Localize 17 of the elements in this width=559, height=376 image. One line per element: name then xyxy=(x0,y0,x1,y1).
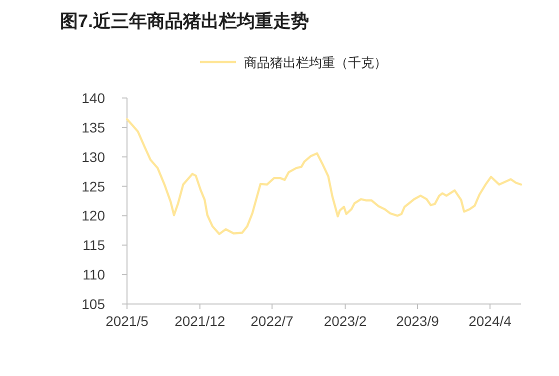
y-tick-label: 110 xyxy=(82,266,106,283)
y-tick-label: 120 xyxy=(82,208,106,224)
x-tick-label: 2023/9 xyxy=(396,313,440,329)
x-tick-label: 2024/4 xyxy=(468,313,512,329)
y-tick-label: 115 xyxy=(82,237,106,254)
y-tick-label: 125 xyxy=(82,178,106,194)
x-tick-label: 2022/7 xyxy=(250,313,294,329)
legend-label: 商品猪出栏均重（千克） xyxy=(244,55,387,70)
title: 图7.近三年商品猪出栏均重走势 xyxy=(60,11,310,31)
x-tick-label: 2021/5 xyxy=(106,313,149,329)
legend: 商品猪出栏均重（千克） xyxy=(200,55,387,70)
y-tick-label: 130 xyxy=(82,148,106,165)
y-tick-label: 140 xyxy=(82,90,106,106)
y-tick-label: 135 xyxy=(82,119,106,136)
x-tick-label: 2021/12 xyxy=(174,313,226,329)
x-tick-label: 2023/2 xyxy=(324,313,367,329)
y-tick-label: 105 xyxy=(82,296,106,312)
